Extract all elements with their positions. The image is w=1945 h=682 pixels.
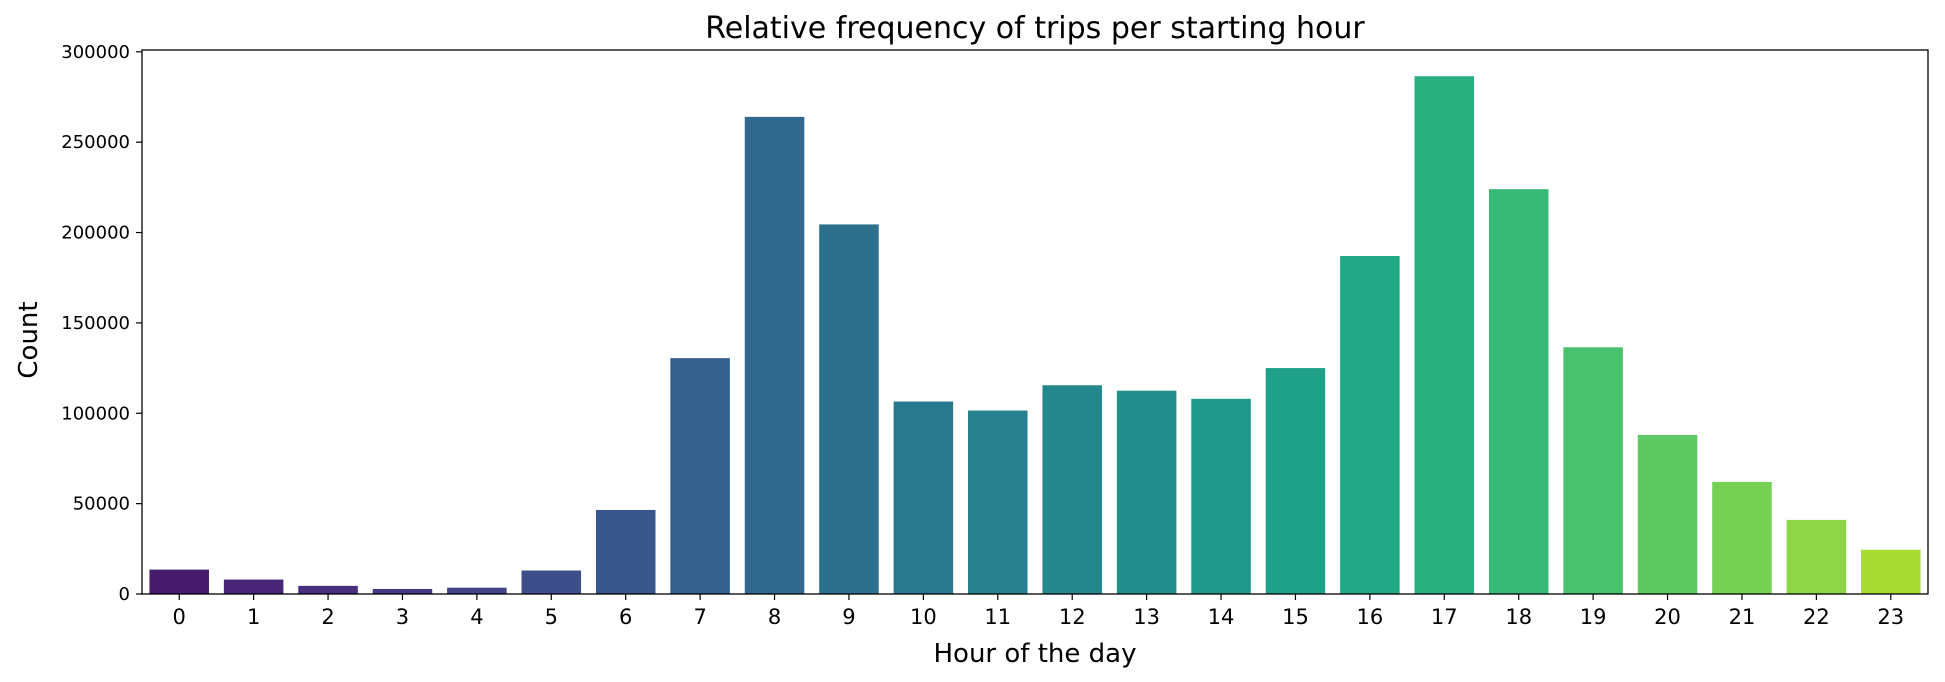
bar-hour-18 <box>1488 189 1549 595</box>
y-tick-label: 250000 <box>61 132 130 153</box>
bar-hour-5 <box>521 570 582 594</box>
plot-frame <box>141 49 1929 595</box>
x-tick-label: 2 <box>321 605 334 629</box>
x-tick-label: 12 <box>1059 605 1086 629</box>
x-tick-label: 20 <box>1654 605 1681 629</box>
bar-hour-12 <box>1042 385 1102 594</box>
y-tick-label: 150000 <box>61 313 130 334</box>
x-tick-label: 9 <box>842 605 855 629</box>
y-axis-label: Count <box>14 301 44 378</box>
x-tick-label: 16 <box>1357 605 1384 629</box>
bar-hour-16 <box>1340 256 1400 594</box>
bar-hour-4 <box>447 587 507 594</box>
bar-hour-13 <box>1116 390 1177 594</box>
bar-hour-14 <box>1191 398 1251 594</box>
x-tick-label: 10 <box>910 605 937 629</box>
y-axis: 0 50000 100000 150000 200000 250000 300000 <box>61 42 142 605</box>
x-tick-label: 15 <box>1282 605 1309 629</box>
bar-hour-2 <box>298 585 358 594</box>
chart-title: Relative frequency of trips per starting… <box>705 11 1365 46</box>
y-tick-label: 200000 <box>61 223 130 244</box>
bar-hour-1 <box>223 579 284 594</box>
y-tick-label: 100000 <box>61 403 130 424</box>
bar-hour-6 <box>595 509 656 594</box>
x-tick-label: 19 <box>1580 605 1607 629</box>
x-tick-label: 23 <box>1877 605 1904 629</box>
bar-hour-17 <box>1414 76 1475 594</box>
bar-hour-9 <box>819 224 879 594</box>
x-tick-label: 14 <box>1208 605 1235 629</box>
x-tick-label: 7 <box>693 605 706 629</box>
bar-hour-8 <box>744 116 805 595</box>
x-axis-label: Hour of the day <box>934 639 1137 669</box>
x-tick-label: 6 <box>619 605 632 629</box>
x-tick-label: 21 <box>1729 605 1756 629</box>
x-tick-label: 3 <box>396 605 409 629</box>
bar-hour-19 <box>1563 347 1623 594</box>
x-tick-label: 0 <box>173 605 186 629</box>
y-tick-label: 0 <box>119 584 130 605</box>
y-tick-label: 50000 <box>73 494 130 515</box>
x-tick-label: 18 <box>1505 605 1532 629</box>
x-tick-label: 8 <box>768 605 781 629</box>
bar-hour-10 <box>893 401 954 594</box>
x-tick-label: 17 <box>1431 605 1458 629</box>
bar-hour-20 <box>1637 434 1698 594</box>
bar-hour-23 <box>1861 549 1921 594</box>
x-tick-label: 22 <box>1803 605 1830 629</box>
bar-hour-22 <box>1786 519 1847 594</box>
x-axis: 0 1 2 3 4 5 6 7 8 9 10 11 12 13 14 15 16 17 18 19 20 21 22 23 <box>173 594 1904 629</box>
bar-hour-7 <box>670 358 730 594</box>
y-tick-label: 300000 <box>61 42 130 63</box>
plot-area <box>149 76 1921 595</box>
x-tick-label: 13 <box>1133 605 1160 629</box>
x-tick-label: 11 <box>984 605 1011 629</box>
bar-hour-11 <box>968 410 1028 594</box>
x-tick-label: 5 <box>545 605 558 629</box>
bar-hour-3 <box>372 588 433 594</box>
x-tick-label: 1 <box>247 605 260 629</box>
bar-hour-0 <box>149 569 209 594</box>
bar-hour-15 <box>1265 368 1326 594</box>
bar-hour-21 <box>1712 481 1772 594</box>
x-tick-label: 4 <box>470 605 483 629</box>
